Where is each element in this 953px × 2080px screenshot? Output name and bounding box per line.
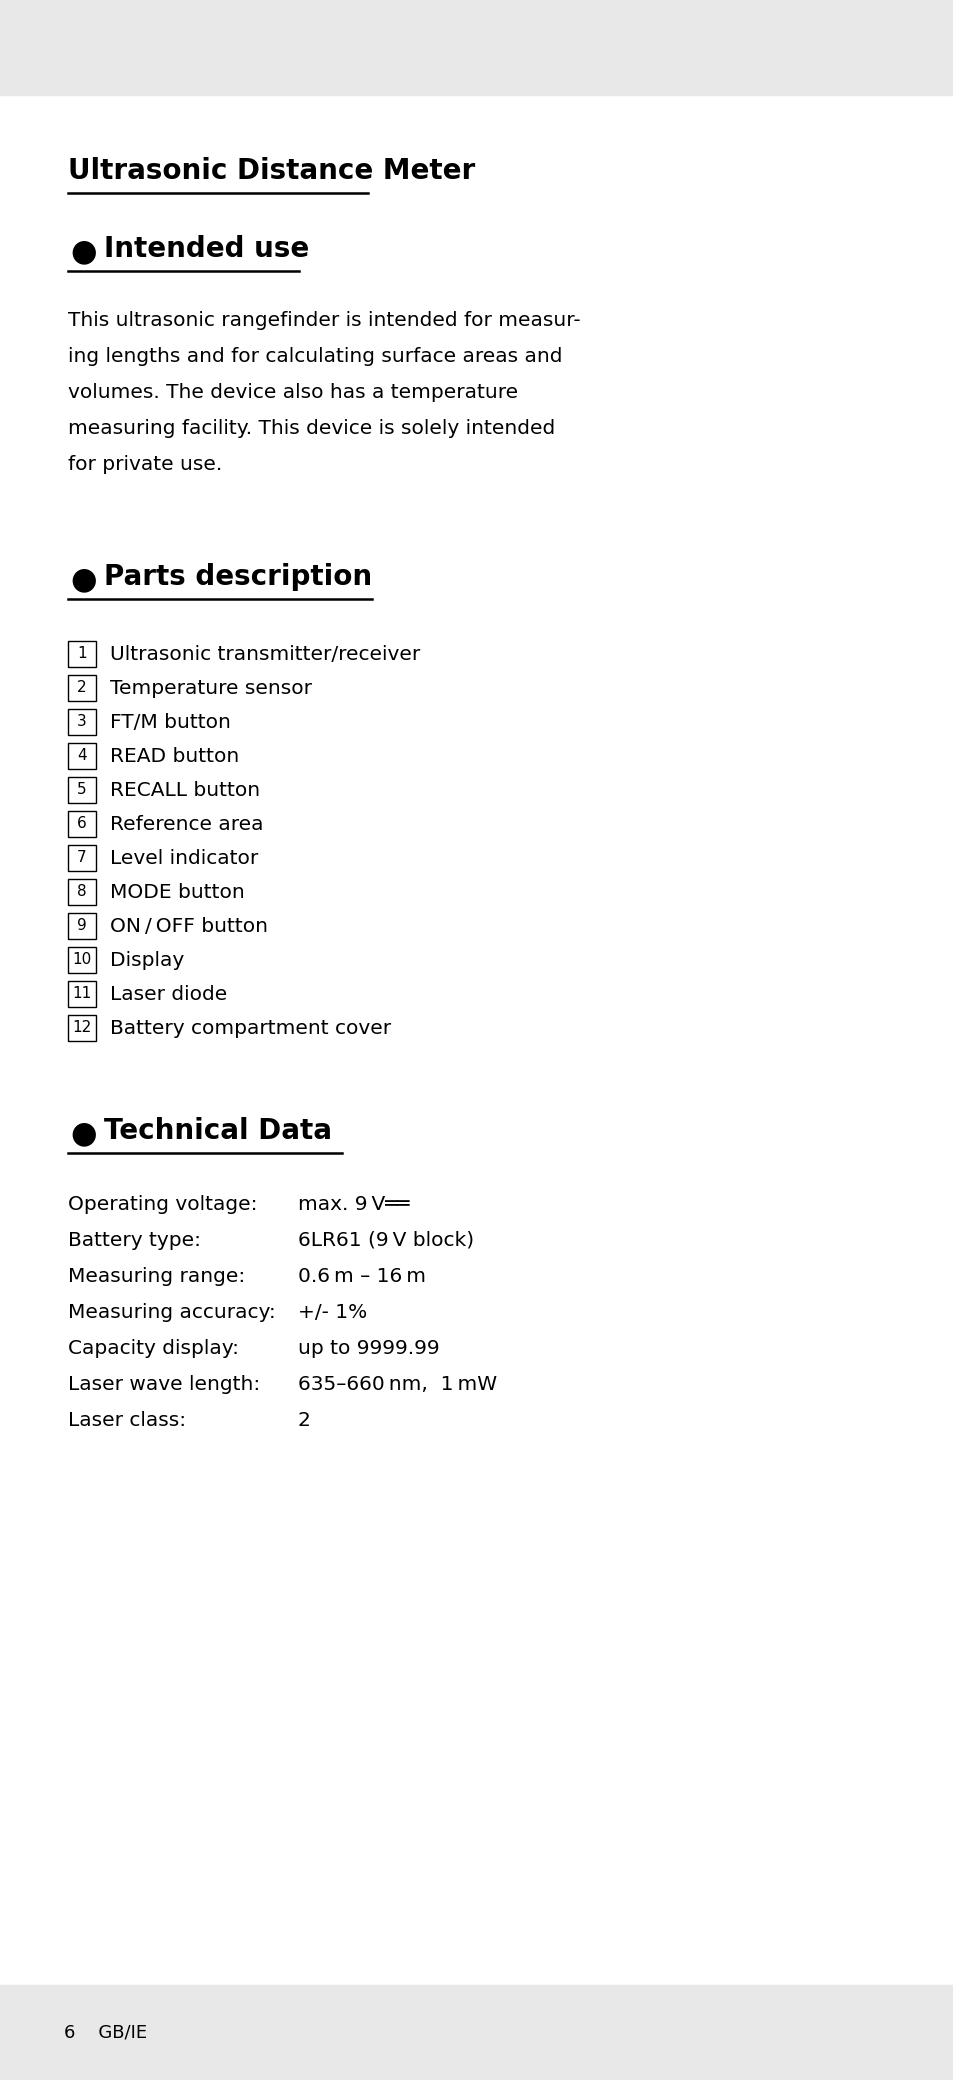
Text: 6LR61 (9 V block): 6LR61 (9 V block) bbox=[297, 1231, 474, 1250]
Text: volumes. The device also has a temperature: volumes. The device also has a temperatu… bbox=[68, 383, 517, 401]
Text: Battery type:: Battery type: bbox=[68, 1231, 201, 1250]
Text: 5: 5 bbox=[77, 782, 87, 797]
FancyBboxPatch shape bbox=[68, 880, 96, 905]
Text: measuring facility. This device is solely intended: measuring facility. This device is solel… bbox=[68, 418, 555, 439]
Text: Temperature sensor: Temperature sensor bbox=[110, 678, 312, 697]
Text: for private use.: for private use. bbox=[68, 456, 222, 474]
FancyBboxPatch shape bbox=[68, 946, 96, 973]
Text: Ultrasonic Distance Meter: Ultrasonic Distance Meter bbox=[68, 156, 475, 185]
Text: 9: 9 bbox=[77, 919, 87, 934]
Text: ●: ● bbox=[70, 237, 96, 266]
Text: Display: Display bbox=[110, 951, 184, 969]
Text: Ultrasonic transmitter/receiver: Ultrasonic transmitter/receiver bbox=[110, 645, 420, 664]
Text: Technical Data: Technical Data bbox=[104, 1117, 332, 1144]
Text: 10: 10 bbox=[72, 953, 91, 967]
FancyBboxPatch shape bbox=[68, 1015, 96, 1040]
Text: 2: 2 bbox=[297, 1410, 311, 1431]
Text: 2: 2 bbox=[77, 680, 87, 695]
Text: RECALL button: RECALL button bbox=[110, 780, 260, 799]
Text: 3: 3 bbox=[77, 716, 87, 730]
Text: 8: 8 bbox=[77, 884, 87, 899]
FancyBboxPatch shape bbox=[68, 676, 96, 701]
Text: up to 9999.99: up to 9999.99 bbox=[297, 1340, 439, 1358]
Text: Laser diode: Laser diode bbox=[110, 984, 227, 1003]
FancyBboxPatch shape bbox=[68, 743, 96, 770]
FancyBboxPatch shape bbox=[68, 709, 96, 734]
Text: This ultrasonic rangefinder is intended for measur-: This ultrasonic rangefinder is intended … bbox=[68, 312, 580, 331]
Text: Operating voltage:: Operating voltage: bbox=[68, 1196, 257, 1215]
Text: 1: 1 bbox=[77, 647, 87, 661]
Text: 11: 11 bbox=[72, 986, 91, 1000]
Text: ing lengths and for calculating surface areas and: ing lengths and for calculating surface … bbox=[68, 347, 562, 366]
Text: 7: 7 bbox=[77, 851, 87, 865]
Text: Laser wave length:: Laser wave length: bbox=[68, 1375, 260, 1394]
Text: Parts description: Parts description bbox=[104, 564, 372, 591]
Text: 12: 12 bbox=[72, 1021, 91, 1036]
Text: READ button: READ button bbox=[110, 747, 239, 765]
Text: ●: ● bbox=[70, 566, 96, 595]
Bar bbox=[0, 0, 953, 96]
Text: ●: ● bbox=[70, 1119, 96, 1148]
Text: FT/M button: FT/M button bbox=[110, 713, 231, 732]
Text: 6: 6 bbox=[77, 817, 87, 832]
Text: ON / OFF button: ON / OFF button bbox=[110, 917, 268, 936]
FancyBboxPatch shape bbox=[68, 913, 96, 938]
Text: Level indicator: Level indicator bbox=[110, 849, 258, 867]
FancyBboxPatch shape bbox=[68, 778, 96, 803]
Text: Laser class:: Laser class: bbox=[68, 1410, 186, 1431]
FancyBboxPatch shape bbox=[68, 811, 96, 836]
Text: Measuring range:: Measuring range: bbox=[68, 1267, 245, 1285]
FancyBboxPatch shape bbox=[68, 641, 96, 668]
Text: Capacity display:: Capacity display: bbox=[68, 1340, 239, 1358]
Text: 0.6 m – 16 m: 0.6 m – 16 m bbox=[297, 1267, 426, 1285]
FancyBboxPatch shape bbox=[68, 844, 96, 872]
Text: +/- 1%: +/- 1% bbox=[297, 1302, 367, 1323]
Text: MODE button: MODE button bbox=[110, 882, 245, 901]
FancyBboxPatch shape bbox=[68, 982, 96, 1007]
Text: Battery compartment cover: Battery compartment cover bbox=[110, 1019, 391, 1038]
Text: Intended use: Intended use bbox=[104, 235, 309, 262]
Text: max. 9 V══: max. 9 V══ bbox=[297, 1196, 409, 1215]
Text: Reference area: Reference area bbox=[110, 815, 263, 834]
Text: Measuring accuracy:: Measuring accuracy: bbox=[68, 1302, 275, 1323]
Text: 6    GB/IE: 6 GB/IE bbox=[64, 2024, 147, 2040]
Bar bbox=[0, 1984, 953, 2080]
Text: 4: 4 bbox=[77, 749, 87, 763]
Text: 635–660 nm,  1 mW: 635–660 nm, 1 mW bbox=[297, 1375, 497, 1394]
